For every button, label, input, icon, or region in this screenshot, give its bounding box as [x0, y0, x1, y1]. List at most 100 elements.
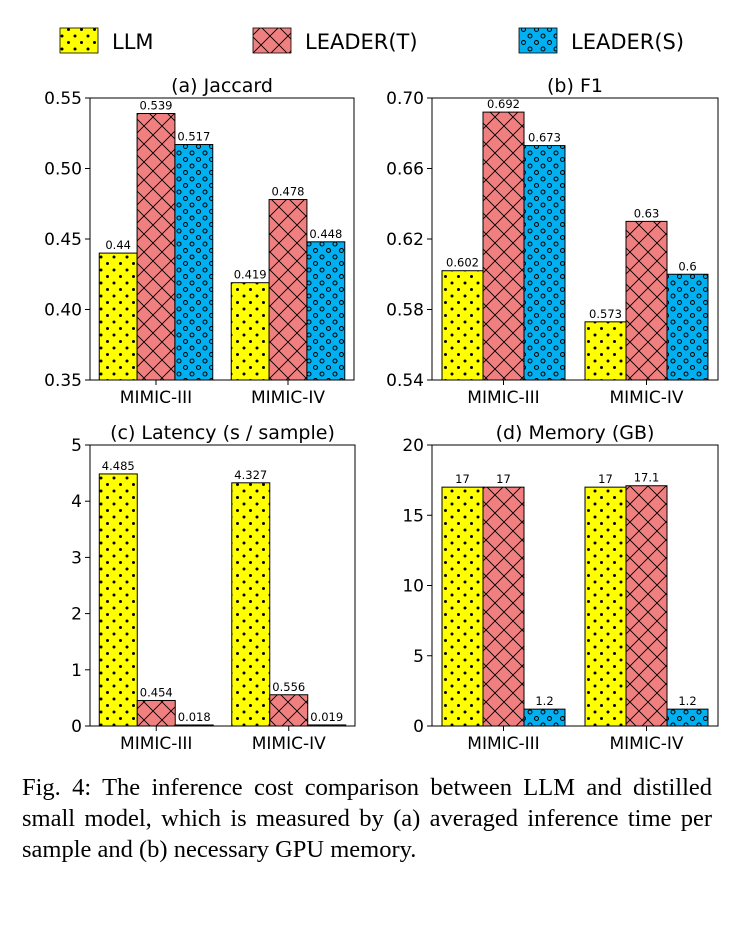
x-tick-label: MIMIC-IV	[251, 388, 325, 408]
plot-frame	[431, 97, 719, 381]
x-tick-label: MIMIC-IV	[609, 734, 683, 754]
plot-frame	[89, 444, 356, 727]
data-label: 0.419	[234, 268, 267, 282]
legend-item-0: LLM	[59, 27, 154, 54]
bar-pattern	[666, 708, 709, 727]
data-label: 17	[598, 472, 613, 486]
bar-pattern	[441, 486, 484, 727]
bar-pattern	[584, 486, 627, 727]
bar-pattern	[98, 473, 138, 727]
y-tick-label: 0.55	[44, 89, 82, 109]
bar-pattern	[482, 111, 525, 381]
data-label: 0.692	[487, 97, 520, 111]
y-tick-label: 0	[71, 717, 82, 737]
data-label: 0.573	[589, 307, 622, 321]
data-label: 0.63	[634, 206, 660, 220]
y-tick-label: 0	[413, 717, 424, 737]
plot-frame	[89, 97, 355, 381]
y-tick-label: 2	[71, 605, 82, 625]
data-label: 0.478	[272, 185, 305, 199]
bar-pattern	[174, 144, 214, 381]
chart-panel-1: (b) F1 0.54 0.58 0.62 0.66 0.70 0.602 0.692 0.67…	[386, 75, 719, 408]
y-tick-label: 0.50	[44, 160, 82, 180]
legend-label: LEADER(S)	[571, 30, 684, 54]
y-tick-label: 15	[402, 506, 424, 526]
y-tick-label: 0.70	[386, 89, 424, 109]
figure-caption: Fig. 4: The inference cost comparison be…	[22, 774, 712, 863]
data-label: 1.2	[535, 694, 553, 708]
data-label: 1.2	[678, 694, 696, 708]
legend: LLM LEADER(T) LEADER(S)	[59, 27, 684, 54]
legend-swatch-pattern	[59, 27, 99, 54]
bar-pattern	[136, 113, 176, 381]
x-tick-label: MIMIC-IV	[252, 734, 326, 754]
x-tick-label: MIMIC-IV	[609, 388, 683, 408]
bar-pattern	[523, 708, 566, 727]
data-label: 0.539	[140, 99, 173, 113]
chart-panel-2: (c) Latency (s / sample) 0 1 2 3 4 5 4.485 0.454…	[71, 422, 356, 754]
data-label: 0.019	[310, 710, 343, 724]
bar-pattern	[136, 699, 176, 727]
x-tick-label: MIMIC-III	[120, 734, 192, 754]
data-label: 0.602	[446, 256, 479, 270]
y-tick-label: 0.58	[386, 301, 424, 321]
data-label: 0.517	[177, 130, 210, 144]
data-label: 0.018	[178, 710, 211, 724]
y-tick-label: 3	[71, 548, 82, 568]
bar-pattern	[625, 220, 668, 381]
y-tick-label: 4	[71, 492, 82, 512]
data-label: 0.673	[528, 131, 561, 145]
y-tick-label: 20	[402, 436, 424, 456]
data-label: 0.556	[272, 680, 305, 694]
bar-pattern	[523, 145, 566, 381]
charts: (a) Jaccard 0.35 0.40 0.45 0.50 0.55 0.44 0.539…	[44, 75, 719, 754]
legend-label: LLM	[112, 30, 154, 54]
data-label: 0.44	[105, 238, 131, 252]
y-tick-label: 1	[71, 661, 82, 681]
bar-pattern	[268, 199, 308, 381]
bar-pattern	[269, 694, 309, 727]
data-label: 17	[496, 472, 511, 486]
chart-title: (b) F1	[547, 75, 603, 97]
bar-pattern	[98, 252, 138, 381]
plot-frame	[431, 444, 719, 727]
y-tick-label: 0.40	[44, 301, 82, 321]
legend-label: LEADER(T)	[305, 30, 418, 54]
legend-swatch-pattern	[252, 27, 292, 54]
bar-pattern	[230, 282, 270, 381]
chart-panel-3: (d) Memory (GB) 0 5 10 15 20 17 17 1.2 MIMIC-III 1…	[402, 422, 719, 754]
bar-pattern	[441, 270, 484, 381]
data-label: 0.454	[140, 685, 173, 699]
chart-title: (a) Jaccard	[171, 75, 273, 97]
y-tick-label: 10	[402, 577, 424, 597]
y-tick-label: 0.45	[44, 230, 82, 250]
y-tick-label: 5	[71, 436, 82, 456]
bar-pattern	[306, 241, 346, 381]
data-label: 0.448	[309, 227, 342, 241]
legend-item-2: LEADER(S)	[518, 27, 684, 54]
data-label: 17.1	[634, 471, 660, 485]
bar-pattern	[584, 321, 627, 381]
y-tick-label: 0.35	[44, 371, 82, 391]
bar-pattern	[666, 273, 709, 381]
data-label: 0.6	[678, 259, 696, 273]
legend-item-1: LEADER(T)	[252, 27, 418, 54]
x-tick-label: MIMIC-III	[120, 388, 192, 408]
y-tick-label: 0.66	[386, 160, 424, 180]
data-label: 17	[455, 472, 470, 486]
chart-title: (d) Memory (GB)	[496, 422, 655, 444]
x-tick-label: MIMIC-III	[467, 388, 539, 408]
y-tick-label: 0.62	[386, 230, 424, 250]
data-label: 4.485	[102, 459, 135, 473]
bar-pattern	[625, 485, 668, 727]
chart-title: (c) Latency (s / sample)	[110, 422, 335, 444]
x-tick-label: MIMIC-III	[467, 734, 539, 754]
bar-pattern	[482, 486, 525, 727]
legend-swatch-pattern	[518, 27, 558, 54]
y-tick-label: 5	[413, 647, 424, 667]
bar-pattern	[231, 482, 271, 727]
y-tick-label: 0.54	[386, 371, 424, 391]
data-label: 4.327	[234, 468, 267, 482]
chart-panel-0: (a) Jaccard 0.35 0.40 0.45 0.50 0.55 0.44 0.539…	[44, 75, 355, 408]
